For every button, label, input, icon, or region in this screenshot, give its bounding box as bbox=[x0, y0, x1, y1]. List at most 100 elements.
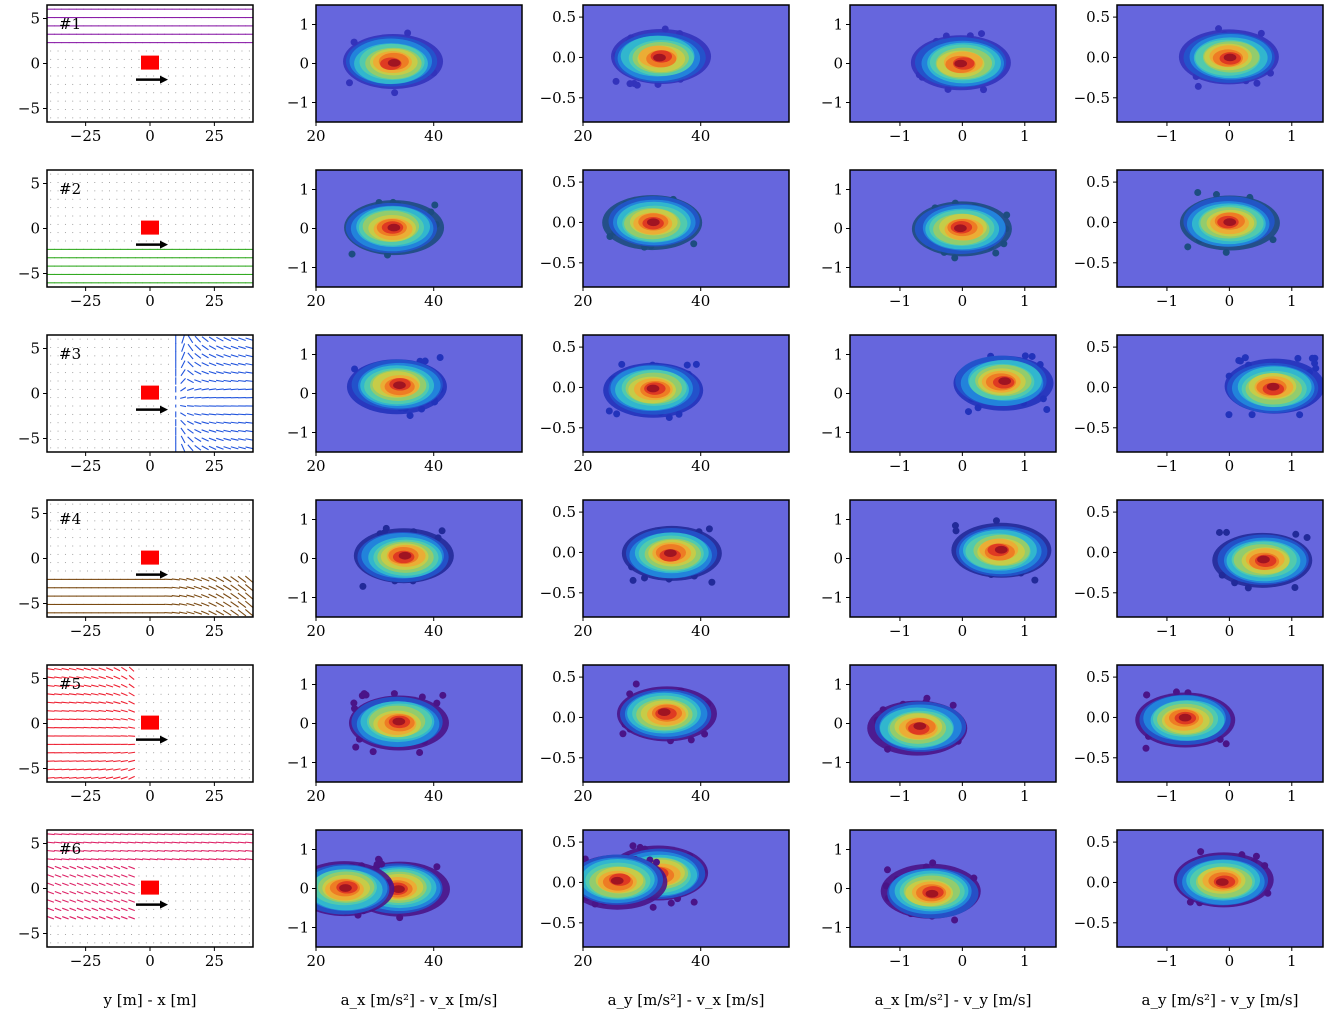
flow-arrow bbox=[105, 709, 114, 713]
flow-dot bbox=[241, 537, 243, 539]
y-tick-label: −0.5 bbox=[1074, 914, 1110, 932]
flow-dot bbox=[189, 752, 191, 754]
flow-dot bbox=[241, 883, 243, 885]
x-tick-label: 40 bbox=[424, 952, 443, 970]
flow-dot bbox=[197, 528, 199, 530]
flow-arrow bbox=[54, 907, 62, 912]
flow-dot bbox=[153, 182, 155, 184]
flow-dot bbox=[153, 207, 155, 209]
density-contour bbox=[664, 549, 677, 558]
density-contour bbox=[1257, 555, 1270, 564]
flow-dot bbox=[138, 875, 140, 877]
panel-r1-c4: −1 0 110−1 bbox=[821, 4, 1057, 145]
flow-dot bbox=[123, 520, 125, 522]
flow-arrow bbox=[193, 577, 202, 582]
flow-dot bbox=[64, 50, 66, 52]
flow-dot bbox=[219, 553, 221, 555]
flow-arrow bbox=[187, 378, 194, 384]
flow-arrow bbox=[105, 833, 114, 836]
flow-arrow bbox=[113, 899, 121, 903]
flow-dot bbox=[197, 562, 199, 564]
flow-dot bbox=[234, 83, 236, 85]
flow-dot bbox=[145, 355, 147, 357]
flow-dot bbox=[50, 520, 52, 522]
flow-dot bbox=[94, 75, 96, 77]
flow-dot bbox=[189, 942, 191, 944]
panel-r5-c3: 20 400.50.0−0.5 bbox=[540, 664, 790, 805]
flow-arrow bbox=[216, 413, 224, 416]
flow-arrow bbox=[194, 387, 202, 391]
flow-dot bbox=[167, 447, 169, 449]
flow-dot bbox=[138, 537, 140, 539]
flow-dot bbox=[86, 108, 88, 110]
flow-arrow bbox=[193, 602, 202, 607]
flow-dot bbox=[160, 67, 162, 69]
scenario-label: #4 bbox=[59, 510, 81, 528]
flow-dot bbox=[167, 875, 169, 877]
flow-dot bbox=[167, 67, 169, 69]
x-tick-label: −1 bbox=[889, 127, 911, 145]
x-tick-label: 40 bbox=[424, 292, 443, 310]
flow-arrow bbox=[201, 437, 209, 442]
flow-dot bbox=[234, 892, 236, 894]
density-layer bbox=[867, 694, 968, 756]
flow-dot bbox=[109, 108, 111, 110]
flow-arrow bbox=[128, 700, 135, 705]
flow-dot bbox=[167, 562, 169, 564]
flow-arrow bbox=[230, 388, 239, 391]
scatter-point bbox=[1241, 354, 1249, 362]
flow-dot bbox=[175, 875, 177, 877]
flow-dot bbox=[131, 215, 133, 217]
y-tick-label: 0 bbox=[833, 220, 843, 238]
flow-dot bbox=[167, 438, 169, 440]
flow-dot bbox=[167, 240, 169, 242]
flow-dot bbox=[189, 743, 191, 745]
flow-arrow bbox=[113, 907, 121, 912]
flow-dot bbox=[101, 520, 103, 522]
flow-dot bbox=[219, 75, 221, 77]
flow-dot bbox=[204, 232, 206, 234]
flow-dot bbox=[241, 108, 243, 110]
panel-r6-c3: 20 400.50.0−0.5 bbox=[540, 829, 790, 970]
flow-dot bbox=[145, 933, 147, 935]
density-contour bbox=[913, 722, 927, 730]
flow-dot bbox=[131, 58, 133, 60]
flow-dot bbox=[101, 232, 103, 234]
flow-dot bbox=[160, 198, 162, 200]
flow-dot bbox=[109, 520, 111, 522]
flow-dot bbox=[175, 198, 177, 200]
flow-dot bbox=[64, 528, 66, 530]
scatter-point bbox=[1257, 29, 1265, 37]
y-tick-label: −0.5 bbox=[540, 254, 576, 272]
flow-dot bbox=[86, 215, 88, 217]
flow-dot bbox=[145, 777, 147, 779]
flow-dot bbox=[50, 198, 52, 200]
flow-arrow bbox=[113, 726, 121, 729]
flow-arrow bbox=[76, 768, 84, 771]
flow-dot bbox=[241, 512, 243, 514]
flow-arrow bbox=[238, 421, 246, 424]
flow-dot bbox=[212, 727, 214, 729]
flow-dot bbox=[123, 380, 125, 382]
flow-arrow bbox=[90, 858, 99, 861]
flow-dot bbox=[72, 562, 74, 564]
flow-dot bbox=[189, 702, 191, 704]
flow-dot bbox=[116, 528, 118, 530]
flow-dot bbox=[153, 933, 155, 935]
flow-arrow bbox=[68, 676, 77, 679]
scatter-point bbox=[1292, 530, 1300, 538]
flow-arrow bbox=[230, 345, 239, 350]
flow-arrow bbox=[186, 577, 195, 581]
flow-dot bbox=[123, 117, 125, 119]
y-tick-label: 0.5 bbox=[1086, 833, 1110, 851]
flow-dot bbox=[204, 718, 206, 720]
flow-dot bbox=[64, 347, 66, 349]
x-tick-label: 0 bbox=[1225, 127, 1235, 145]
flow-dot bbox=[131, 338, 133, 340]
flow-dot bbox=[167, 900, 169, 902]
flow-dot bbox=[50, 83, 52, 85]
flow-dot bbox=[72, 92, 74, 94]
flow-dot bbox=[153, 240, 155, 242]
flow-arrow bbox=[149, 833, 158, 836]
flow-arrow bbox=[69, 916, 77, 920]
